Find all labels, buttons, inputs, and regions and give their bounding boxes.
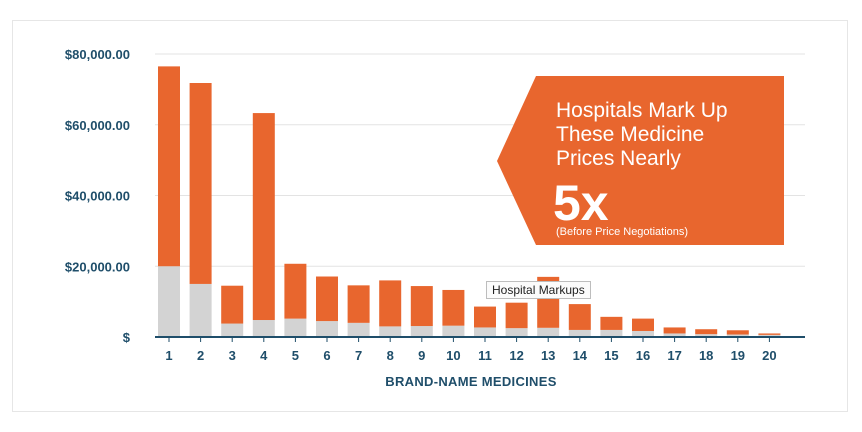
x-tick-label: 16 (636, 348, 650, 363)
bar-base-segment[interactable] (474, 327, 496, 337)
x-tick-label: 14 (573, 348, 588, 363)
bar-markup-segment[interactable] (221, 285, 244, 324)
bar-base-segment[interactable] (410, 326, 433, 337)
callout-note: (Before Price Negotiations) (556, 226, 688, 238)
y-tick-label: $40,000.00 (65, 189, 130, 204)
bar-base-segment[interactable] (252, 320, 275, 337)
bar-base-segment[interactable] (695, 334, 718, 337)
x-tick-label: 5 (292, 348, 299, 363)
x-tick-label: 10 (446, 348, 460, 363)
x-tick-label: 6 (323, 348, 330, 363)
bar-base-segment[interactable] (158, 266, 180, 337)
bar-base-segment[interactable] (726, 334, 749, 337)
x-axis-label: BRAND-NAME MEDICINES (385, 374, 556, 389)
bar-base-segment[interactable] (505, 328, 528, 337)
y-axis-ticks: $80,000.00 $60,000.00 $40,000.00 $20,000.00… (65, 47, 131, 345)
y-tick-label: $ (123, 330, 131, 345)
bar-base-segment[interactable] (600, 329, 623, 337)
bar-base-segment[interactable] (284, 318, 307, 337)
bar-markup-segment[interactable] (600, 316, 623, 330)
x-tick-label: 8 (387, 348, 394, 363)
x-tick-label: 17 (667, 348, 681, 363)
bar-base-segment[interactable] (663, 333, 686, 337)
bar-markup-segment[interactable] (189, 83, 212, 284)
x-tick-label: 9 (418, 348, 425, 363)
callout-multiplier: 5x (553, 175, 609, 231)
bar-base-segment[interactable] (221, 323, 244, 337)
callout-line-1: Hospitals Mark Up (556, 99, 728, 122)
x-tick-label: 20 (762, 348, 776, 363)
y-tick-label: $20,000.00 (65, 259, 130, 274)
x-tick-label: 3 (229, 348, 236, 363)
bar-markup-segment[interactable] (568, 304, 591, 330)
callout-line-2: These Medicine (556, 123, 704, 146)
bar-base-segment[interactable] (316, 321, 338, 337)
x-axis-ticks: 1 2 3 4 5 6 7 8 9 10 11 12 13 14 15 16 17 18 19 20 (165, 337, 777, 363)
x-tick-label: 12 (509, 348, 523, 363)
bar-base-segment[interactable] (632, 330, 654, 337)
bar-base-segment[interactable] (189, 283, 212, 337)
bar-base-segment[interactable] (568, 329, 591, 337)
x-tick-label: 2 (197, 348, 204, 363)
bar-markup-segment[interactable] (632, 318, 654, 331)
x-tick-label: 18 (699, 348, 713, 363)
bars (158, 66, 781, 337)
bar-markup-segment[interactable] (442, 289, 465, 326)
x-tick-label: 4 (260, 348, 268, 363)
bar-markup-segment[interactable] (284, 263, 307, 319)
callout-shape (497, 76, 784, 245)
bar-markup-segment[interactable] (758, 333, 781, 335)
bar-base-segment[interactable] (758, 334, 781, 337)
callout-banner: Hospitals Mark Up These Medicine Prices … (497, 76, 784, 245)
x-tick-label: 1 (165, 348, 172, 363)
bar-markup-segment[interactable] (410, 286, 433, 327)
bar-markup-segment[interactable] (379, 280, 402, 327)
bar-markup-segment[interactable] (158, 66, 180, 267)
x-tick-label: 19 (731, 348, 745, 363)
y-tick-label: $60,000.00 (65, 118, 130, 133)
bar-markup-segment[interactable] (347, 285, 370, 323)
bar-markup-segment[interactable] (726, 330, 749, 335)
x-tick-label: 7 (355, 348, 362, 363)
x-tick-label: 15 (604, 348, 618, 363)
x-tick-label: 13 (541, 348, 555, 363)
tooltip-hospital-markups: Hospital Markups (486, 281, 591, 299)
bar-markup-segment[interactable] (695, 329, 718, 335)
bar-base-segment[interactable] (442, 325, 465, 337)
bar-markup-segment[interactable] (663, 327, 686, 334)
bar-markup-segment[interactable] (316, 276, 338, 322)
bar-base-segment[interactable] (347, 322, 370, 337)
bar-markup-segment[interactable] (252, 113, 275, 321)
bar-markup-segment[interactable] (505, 302, 528, 329)
x-tick-label: 11 (478, 348, 492, 363)
bar-base-segment[interactable] (379, 326, 402, 337)
bar-markup-segment[interactable] (474, 306, 496, 328)
callout-line-3: Prices Nearly (556, 147, 681, 170)
y-tick-label: $80,000.00 (65, 47, 130, 62)
bar-base-segment[interactable] (537, 327, 560, 337)
